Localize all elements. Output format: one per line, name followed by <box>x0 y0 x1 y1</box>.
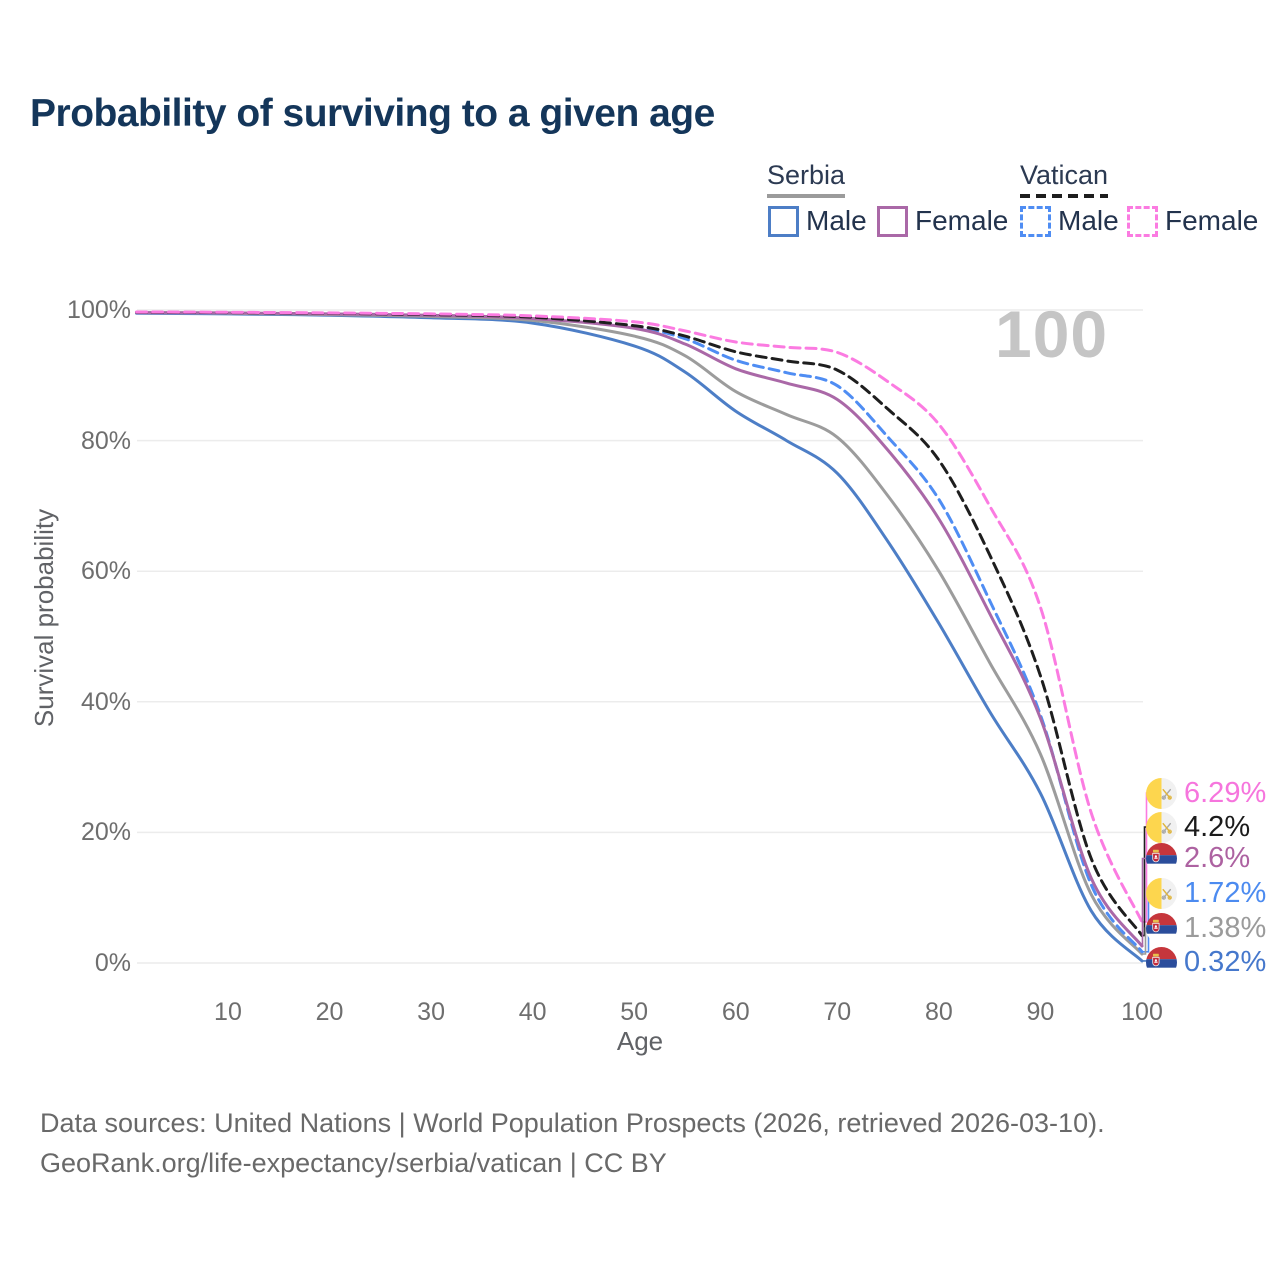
legend-underline-vatican <box>1020 194 1108 198</box>
legend-swatch-serbia-female <box>877 205 908 237</box>
x-tick-label: 100 <box>1121 998 1163 1026</box>
end-label-value: 2.6% <box>1184 842 1251 874</box>
legend-item-label: Male <box>1058 205 1119 236</box>
end-label-value: 1.72% <box>1184 876 1267 909</box>
legend-item-vatican-female[interactable]: Female <box>1127 205 1258 237</box>
legend-group-header-vatican[interactable]: Vatican <box>1020 160 1109 190</box>
serbia-flag <box>1146 946 1177 978</box>
x-axis-label: Age <box>616 1026 664 1056</box>
y-tick-label: 20% <box>80 818 131 847</box>
y-axis-label: Survival probability <box>29 508 59 728</box>
legend-swatch-vatican-male <box>1020 205 1051 237</box>
watermark-100: 100 <box>995 297 1109 371</box>
y-tick-label: 60% <box>80 557 131 586</box>
end-label-row: 6.29% <box>1146 777 1266 810</box>
series-serbia-male-line <box>135 311 1144 963</box>
end-label-connector <box>1142 826 1147 937</box>
vatican-flag-icon <box>1146 777 1177 809</box>
series-serbia-both-sexes-line <box>135 311 1144 956</box>
serbia-flag-icon <box>1146 946 1177 978</box>
x-tick-label: 50 <box>620 998 649 1026</box>
footer-license-line: GeoRank.org/life-expectancy/serbia/vatic… <box>40 1148 667 1178</box>
legend-item-label: Female <box>1165 205 1259 236</box>
x-tick-label: 40 <box>518 998 547 1026</box>
end-label-connector <box>1141 857 1147 946</box>
end-label-row: 2.6% <box>1146 842 1250 875</box>
vatican-flag-icon <box>1146 877 1177 909</box>
legend-swatch-vatican-female <box>1127 205 1158 237</box>
serbia-flag-icon <box>1146 843 1177 874</box>
legend-swatch-serbia-male <box>768 205 799 237</box>
end-label-value: 0.32% <box>1184 945 1267 978</box>
end-label-row: 0.32% <box>1146 946 1266 979</box>
legend-item-serbia-female[interactable]: Female <box>877 205 1008 237</box>
vatican-flag-icon <box>1146 811 1177 843</box>
chart-title: Probability of surviving to a given age <box>30 92 715 135</box>
end-label-value: 4.2% <box>1184 810 1251 843</box>
series-serbia-female-line <box>135 311 1144 948</box>
x-tick-label: 80 <box>924 998 953 1026</box>
vatican-flag <box>1146 811 1177 843</box>
y-tick-label: 40% <box>80 687 131 716</box>
end-label-value: 6.29% <box>1184 776 1267 809</box>
legend-item-label: Male <box>806 205 867 236</box>
x-tick-label: 90 <box>1026 998 1055 1026</box>
serbia-flag <box>1146 912 1177 944</box>
serbia-flag <box>1146 843 1177 874</box>
legend-item-serbia-male[interactable]: Male <box>768 205 867 237</box>
end-label-value: 1.38% <box>1184 911 1267 944</box>
vatican-flag <box>1146 777 1177 809</box>
x-tick-label: 60 <box>721 998 750 1026</box>
vatican-flag <box>1146 877 1177 909</box>
serbia-flag-icon <box>1146 912 1177 944</box>
legend-item-vatican-male[interactable]: Male <box>1020 205 1119 237</box>
end-label-row: 1.38% <box>1146 912 1266 945</box>
legend-item-label: Female <box>915 205 1009 236</box>
y-tick-label: 80% <box>80 426 131 455</box>
end-label-row: 1.72% <box>1146 877 1266 910</box>
series-vatican-male-line <box>135 311 1144 954</box>
series-vatican-both-sexes-line <box>135 310 1144 938</box>
x-tick-label: 30 <box>417 998 445 1026</box>
y-tick-label: 0% <box>94 949 131 977</box>
legend-group-header-serbia[interactable]: Serbia <box>767 160 846 190</box>
legend-underline-serbia <box>767 194 845 198</box>
end-label-row: 4.2% <box>1146 811 1250 844</box>
series-vatican-female-line <box>135 310 1144 924</box>
x-tick-label: 20 <box>315 998 344 1026</box>
x-tick-label: 10 <box>214 998 242 1026</box>
x-tick-label: 70 <box>823 998 852 1026</box>
footer-source-line: Data sources: United Nations | World Pop… <box>40 1108 1105 1138</box>
y-tick-label: 100% <box>67 296 131 324</box>
